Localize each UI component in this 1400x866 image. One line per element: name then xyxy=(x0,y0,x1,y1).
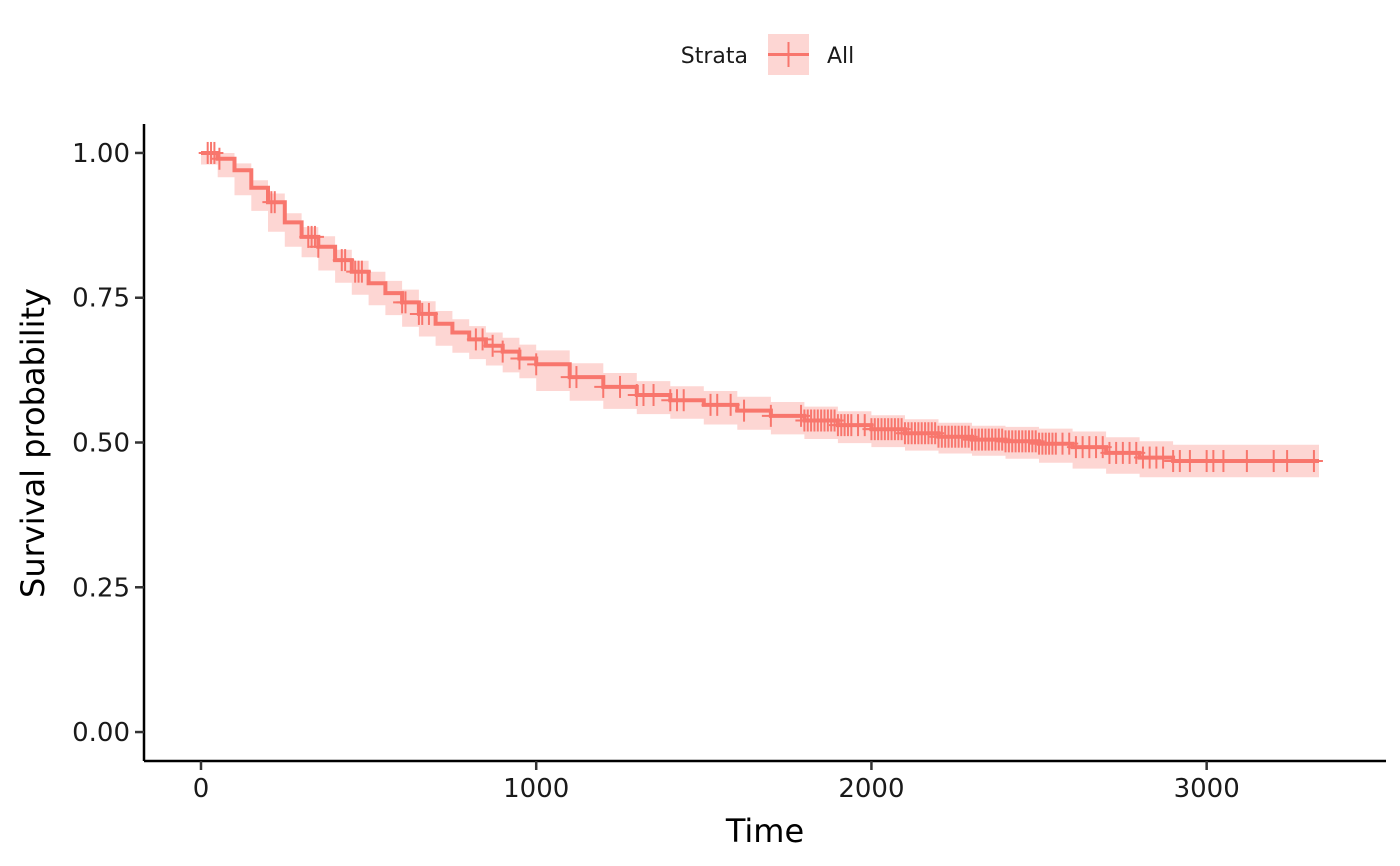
censor-mark xyxy=(567,366,586,389)
y-tick-label: 0.00 xyxy=(72,718,130,748)
censor-mark xyxy=(210,147,229,170)
censor-mark xyxy=(419,302,438,325)
x-axis-title: Time xyxy=(725,812,804,850)
censor-mark xyxy=(483,334,502,357)
censor-mark xyxy=(721,393,740,416)
x-tick-label: 2000 xyxy=(838,774,904,804)
y-axis: 0.00 0.25 0.50 0.75 1.00 xyxy=(72,124,146,761)
censor-marks xyxy=(198,141,1323,473)
y-ticks: 0.00 0.25 0.50 0.75 1.00 xyxy=(72,139,144,748)
x-axis: 0 1000 2000 3000 xyxy=(144,759,1386,804)
y-tick-label: 1.00 xyxy=(72,139,130,169)
censor-mark xyxy=(594,375,613,398)
censor-mark xyxy=(1304,450,1323,473)
censor-mark xyxy=(1180,450,1199,473)
censor-mark xyxy=(761,404,780,427)
censor-mark xyxy=(1278,450,1297,473)
x-tick-label: 0 xyxy=(193,774,210,804)
plot-area xyxy=(198,141,1323,478)
legend: Strata All xyxy=(681,34,854,75)
censor-mark xyxy=(644,384,663,407)
y-axis-title: Survival probability xyxy=(14,288,52,598)
legend-label-all: All xyxy=(827,44,854,69)
y-tick-label: 0.50 xyxy=(72,429,130,459)
censor-mark xyxy=(309,235,328,258)
y-tick-label: 0.25 xyxy=(72,573,130,603)
censor-mark xyxy=(527,353,546,376)
censor-mark xyxy=(265,191,284,214)
censor-mark xyxy=(611,375,630,398)
censor-mark xyxy=(735,399,754,422)
censor-mark xyxy=(336,249,355,272)
censor-mark xyxy=(493,340,512,363)
x-tick-label: 1000 xyxy=(503,774,569,804)
x-ticks: 0 1000 2000 3000 xyxy=(193,761,1240,804)
legend-title: Strata xyxy=(681,44,748,69)
censor-mark xyxy=(1214,450,1233,473)
y-tick-label: 0.75 xyxy=(72,284,130,314)
censor-mark xyxy=(1237,450,1256,473)
censor-mark xyxy=(1154,446,1173,469)
censor-mark xyxy=(674,389,693,412)
censor-mark xyxy=(473,328,492,351)
censor-mark xyxy=(396,291,415,314)
censor-mark xyxy=(305,225,324,248)
censor-mark xyxy=(510,347,529,370)
confidence-band xyxy=(201,153,1319,478)
censor-mark xyxy=(352,260,371,283)
x-tick-label: 3000 xyxy=(1174,774,1240,804)
